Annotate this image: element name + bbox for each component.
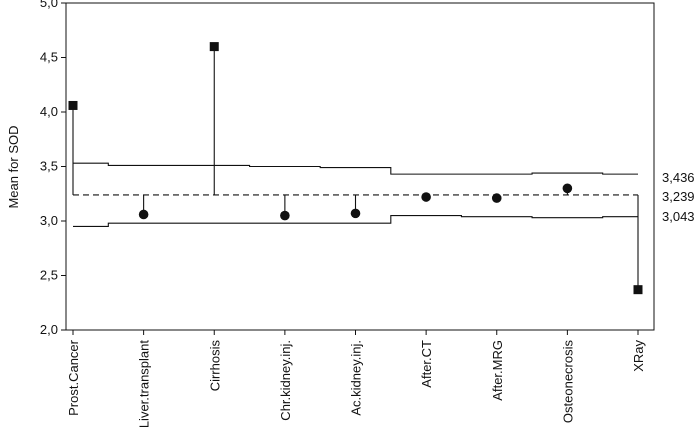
category-label: Ac.kidney.inj. <box>349 340 364 416</box>
mean-point-out-of-limits <box>633 285 643 295</box>
category-label: After.MRG <box>490 340 505 401</box>
category-label: After.CT <box>419 340 434 388</box>
category-label: Prost.Cancer <box>66 339 81 416</box>
y-tick-label: 2,5 <box>40 268 58 283</box>
y-tick-label: 4,0 <box>40 104 58 119</box>
lower-decision-limit <box>73 215 638 227</box>
category-label: XRay <box>631 340 646 372</box>
y-tick-label: 3,0 <box>40 213 58 228</box>
mean-point-out-of-limits <box>209 42 219 52</box>
lower-limit-label: 3,043 <box>662 209 695 224</box>
mean-point <box>138 209 149 220</box>
center-line-label: 3,239 <box>662 189 695 204</box>
y-axis: 2,0 2,5 3,0 3,5 4,0 4,5 5,0 <box>40 0 66 337</box>
category-label: Osteonecrosis <box>560 340 575 424</box>
y-tick-label: 5,0 <box>40 0 58 10</box>
plot-frame <box>65 2 655 331</box>
upper-decision-limit <box>73 162 638 175</box>
mean-point <box>421 192 431 202</box>
mean-point <box>562 183 573 194</box>
mean-point <box>491 193 502 203</box>
x-axis: Prost.Cancer Liver.transplant Cirrhosis Chr… <box>66 330 646 428</box>
y-tick-label: 3,5 <box>40 159 58 174</box>
y-tick-label: 2,0 <box>40 322 58 337</box>
y-tick-label: 4,5 <box>40 50 58 65</box>
mean-point <box>280 210 290 221</box>
mean-points <box>68 42 643 295</box>
category-label: Cirrhosis <box>207 340 222 392</box>
category-label: Liver.transplant <box>137 340 152 429</box>
category-label: Chr.kidney.inj. <box>278 340 293 421</box>
mean-point <box>350 208 361 219</box>
mean-point-out-of-limits <box>68 100 78 110</box>
y-axis-title: Mean for SOD <box>6 125 21 208</box>
upper-limit-label: 3,436 <box>662 170 695 185</box>
limit-labels: 3,436 3,239 3,043 <box>662 170 695 224</box>
